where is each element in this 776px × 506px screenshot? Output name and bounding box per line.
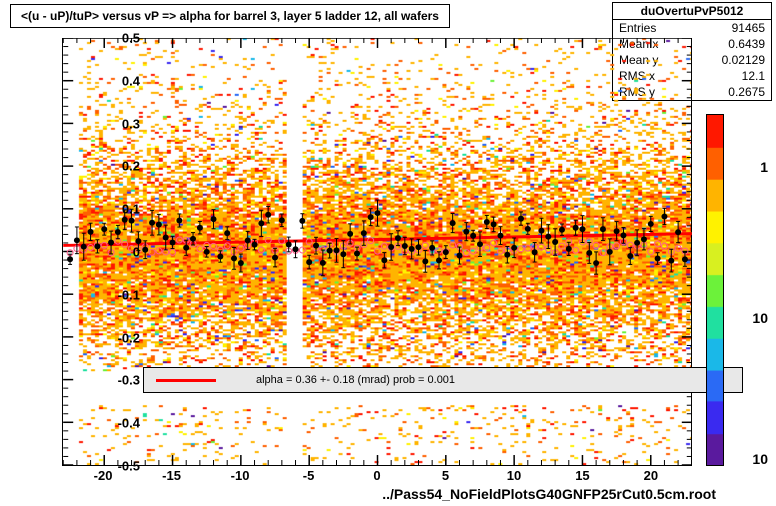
y-tick-label: -0.4 — [118, 416, 140, 431]
x-tick-label: 15 — [575, 468, 589, 483]
footer-path: ../Pass54_NoFieldPlotsG40GNFP25rCut0.5cm… — [382, 486, 716, 502]
stats-value: 91465 — [732, 21, 765, 35]
y-tick-label: -0.2 — [118, 330, 140, 345]
stats-label: Entries — [619, 21, 656, 35]
z-tick-label: 1 — [760, 159, 768, 175]
stats-value: 0.2675 — [728, 85, 765, 99]
z-tick-label: 10 — [752, 451, 768, 467]
x-tick-label: -10 — [231, 468, 250, 483]
z-tick-label: 10 — [752, 310, 768, 326]
x-tick-label: 0 — [373, 468, 380, 483]
y-tick-label: 0.2 — [122, 159, 140, 174]
y-tick-label: 0.5 — [122, 31, 140, 46]
x-tick-label: 5 — [442, 468, 449, 483]
root-container: <(u - uP)/tuP> versus vP => alpha for ba… — [0, 0, 776, 506]
chart-title: <(u - uP)/tuP> versus vP => alpha for ba… — [21, 9, 439, 23]
x-tick-label: -5 — [303, 468, 315, 483]
x-tick-label: 20 — [644, 468, 658, 483]
legend-box: alpha = 0.36 +- 0.18 (mrad) prob = 0.001 — [143, 367, 743, 393]
x-tick-label: 10 — [507, 468, 521, 483]
y-tick-label: -0.3 — [118, 373, 140, 388]
stats-value: 12.1 — [742, 69, 765, 83]
y-tick-label: -0.1 — [118, 287, 140, 302]
stats-header: duOvertuPvP5012 — [613, 3, 771, 20]
legend-line — [156, 379, 216, 382]
heatmap-canvas — [63, 38, 692, 465]
chart-title-box: <(u - uP)/tuP> versus vP => alpha for ba… — [10, 4, 450, 28]
y-tick-label: 0.4 — [122, 73, 140, 88]
stats-value: 0.6439 — [728, 37, 765, 51]
y-tick-label: 0 — [133, 245, 140, 260]
colorbar — [706, 114, 724, 466]
legend-text: alpha = 0.36 +- 0.18 (mrad) prob = 0.001 — [256, 374, 455, 386]
y-tick-label: 0.1 — [122, 202, 140, 217]
stats-row: Entries 91465 — [613, 20, 771, 36]
y-tick-label: -0.5 — [118, 459, 140, 474]
plot-area: alpha = 0.36 +- 0.18 (mrad) prob = 0.001 — [62, 38, 692, 466]
y-tick-label: 0.3 — [122, 116, 140, 131]
x-tick-label: -20 — [94, 468, 113, 483]
stats-value: 0.02129 — [722, 53, 765, 67]
x-tick-label: -15 — [162, 468, 181, 483]
